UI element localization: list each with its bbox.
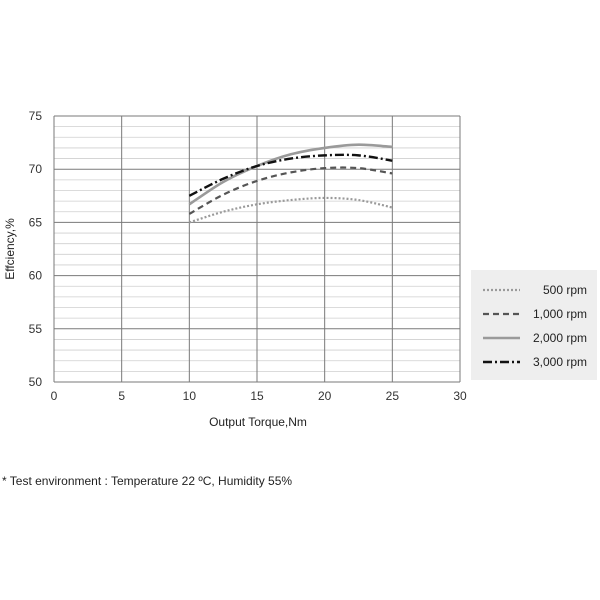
y-tick-label: 75 [29, 109, 43, 123]
chart-ticks: 0 5 10 15 20 25 30 50 55 60 65 70 75 [29, 109, 467, 403]
series-line-1-000-rpm-rpm [188, 166, 393, 215]
series-line-500-rpm-rpm [189, 196, 393, 224]
x-tick-label: 0 [51, 389, 58, 403]
legend-label-500-rpm: 500 rpm [543, 283, 587, 297]
y-axis-label: Effciency,% [3, 218, 17, 280]
x-tick-label: 5 [118, 389, 125, 403]
series-line-3-000-rpm-rpm [188, 153, 393, 197]
y-tick-label: 65 [29, 215, 43, 229]
chart-legend: 500 rpm 1,000 rpm 2,000 rpm 3,000 rpm [471, 270, 597, 380]
y-tick-label: 55 [29, 322, 43, 336]
legend-label-3-000-rpm: 3,000 rpm [533, 355, 587, 369]
x-tick-label: 10 [183, 389, 197, 403]
chart-series [188, 143, 393, 224]
x-tick-label: 15 [250, 389, 264, 403]
legend-label-2-000-rpm: 2,000 rpm [533, 331, 587, 345]
x-tick-label: 30 [453, 389, 467, 403]
y-tick-label: 50 [29, 375, 43, 389]
x-axis-label: Output Torque,Nm [209, 415, 307, 429]
y-tick-label: 70 [29, 162, 43, 176]
legend-label-1-000-rpm: 1,000 rpm [533, 307, 587, 321]
series-line-2-000-rpm-rpm [188, 143, 393, 206]
chart-grid [53, 115, 461, 383]
test-environment-note: * Test environment : Temperature 22 ºC, … [2, 474, 293, 488]
x-tick-label: 20 [318, 389, 332, 403]
y-tick-label: 60 [29, 269, 43, 283]
x-tick-label: 25 [386, 389, 400, 403]
efficiency-chart: 0 5 10 15 20 25 30 50 55 60 65 70 75 Output Torque,N… [3, 109, 597, 429]
